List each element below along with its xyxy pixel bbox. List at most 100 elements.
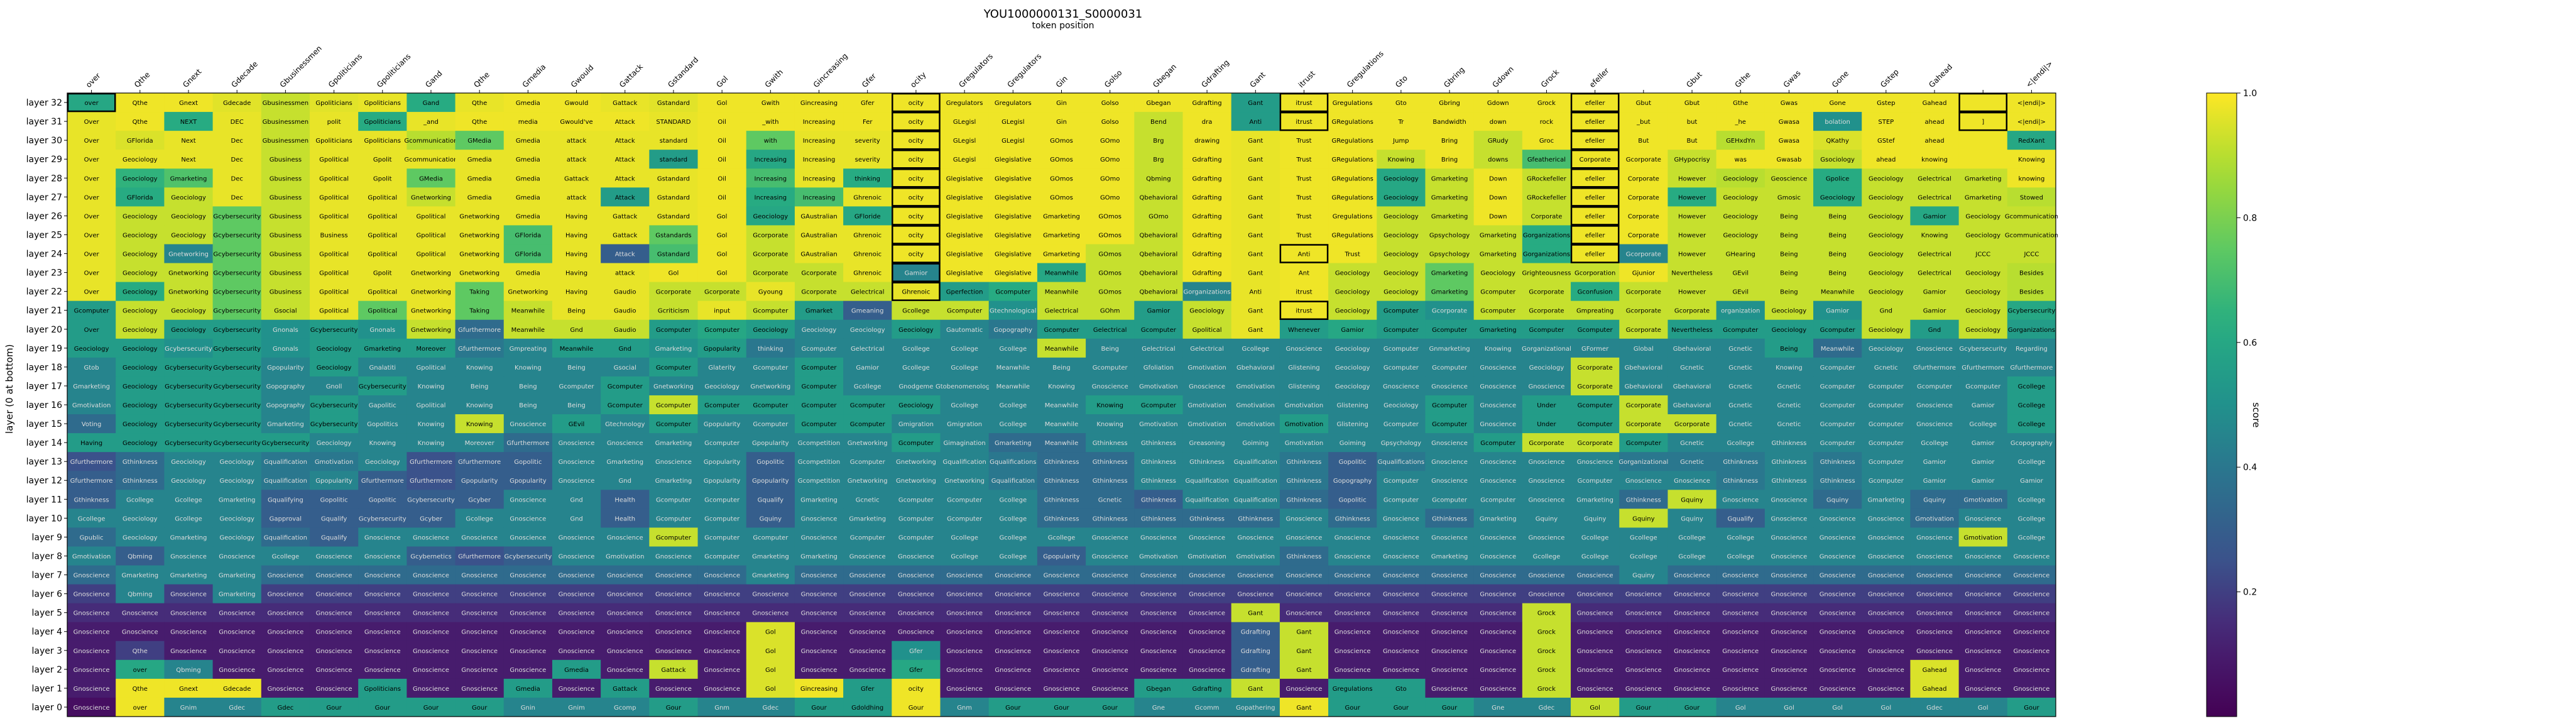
cell-token-label: Knowing — [369, 440, 396, 447]
heatmap-cell — [746, 319, 795, 339]
cell-token-label: Gcorporate — [1529, 289, 1564, 296]
heatmap-cell — [1182, 282, 1232, 302]
cell-token-label: over — [133, 667, 148, 674]
cell-token-label: Being — [567, 308, 585, 315]
cell-token-label: Gnoscience — [607, 629, 643, 636]
cell-token-label: Gnd — [570, 515, 582, 522]
heatmap-cell — [1522, 300, 1571, 321]
heatmap-cell — [697, 225, 747, 245]
cell-token-label: Gthinkness — [1772, 478, 1807, 485]
heatmap-cell — [1910, 112, 1960, 131]
heatmap-cell — [1910, 300, 1960, 321]
cell-token-label: Gnoscience — [1529, 459, 1565, 466]
cell-token-label: Gthinkness — [1141, 478, 1176, 485]
heatmap-cell — [1037, 131, 1086, 150]
cell-token-label: Gcomputer — [704, 553, 740, 560]
cell-token-label: Gnoscience — [219, 629, 255, 636]
cell-token-label: Gqualifications — [1378, 459, 1424, 466]
heatmap-cell — [212, 282, 262, 302]
x-tick-label: Gbring — [1442, 65, 1466, 89]
cell-token-label: Gnoscience — [849, 553, 886, 560]
cell-token-label: Gnoscience — [1722, 686, 1759, 693]
x-tick-label: Gwith — [763, 68, 785, 89]
cell-token-label: Gqualifying — [268, 497, 303, 503]
heatmap-cell — [552, 357, 601, 377]
heatmap-cell — [1813, 150, 1862, 169]
cell-token-label: Gol — [1832, 705, 1843, 712]
cell-token-label: Attack — [615, 194, 635, 201]
cell-token-label: Gattack — [613, 213, 637, 220]
heatmap-cell — [843, 187, 892, 207]
cell-token-label: Gnoscience — [316, 573, 352, 580]
cell-token-label: Gcnetic — [1680, 440, 1704, 447]
heatmap-cell — [1571, 357, 1620, 377]
cell-token-label: Gant — [1248, 251, 1263, 258]
cell-token-label: Gpolitical — [368, 194, 397, 201]
cell-token-label: Knowing — [418, 440, 445, 447]
cell-token-label: Gmarketing — [170, 534, 207, 541]
cell-token-label: Knowing — [418, 421, 445, 428]
cell-token-label: Gpolitical — [319, 194, 349, 201]
cell-token-label: Gqualification — [1234, 478, 1277, 485]
heatmap-cell — [794, 112, 844, 131]
cell-token-label: Gpolitical — [368, 308, 397, 315]
cell-token-label: Gregulations — [1333, 100, 1373, 107]
cell-token-label: Gcompetition — [798, 478, 840, 485]
cell-token-label: Gamior — [1923, 478, 1947, 485]
heatmap-cell — [261, 338, 310, 358]
cell-token-label: Gour — [1345, 705, 1361, 712]
cell-token-label: Gmotivation — [72, 402, 111, 409]
heatmap-cell — [552, 282, 601, 302]
cell-token-label: Gcorporate — [656, 289, 691, 296]
cell-token-label: Gnoscience — [74, 705, 110, 712]
heatmap-cell — [746, 150, 795, 169]
heatmap-cell — [164, 112, 214, 131]
cell-token-label: Gnoscience — [2013, 629, 2049, 636]
cell-token-label: Gpolitical — [319, 157, 349, 163]
cell-token-label: Gnoscience — [1674, 478, 1710, 485]
cell-token-label: Gcollege — [2018, 497, 2046, 503]
heatmap-cell — [697, 168, 747, 188]
heatmap-cell — [1667, 112, 1717, 131]
cell-token-label: Gbusinessmen — [263, 100, 309, 107]
heatmap-cell — [455, 112, 505, 131]
cell-token-label: Gmarketing — [219, 573, 256, 580]
heatmap-cell — [601, 244, 650, 264]
heatmap-cell — [892, 168, 941, 188]
cell-token-label: efeller — [1585, 213, 1606, 220]
cell-token-label: Gstandard — [657, 194, 690, 201]
cell-token-label: Gnetworking — [896, 478, 936, 485]
x-tick-label: Gwas — [1782, 69, 1803, 89]
heatmap-cell — [1037, 357, 1086, 377]
heatmap-cell — [1425, 282, 1475, 302]
colorbar-tick-label: 0.4 — [2243, 463, 2257, 473]
heatmap-cell — [1279, 244, 1329, 264]
cell-token-label: Gnoscience — [267, 648, 303, 655]
cell-token-label: Gopolitic — [1339, 459, 1367, 466]
cell-token-label: Gnoscience — [510, 591, 546, 598]
cell-token-label: Gquiny — [1632, 573, 1655, 580]
cell-token-label: Gqualification — [943, 459, 986, 466]
cell-token-label: Gahead — [1923, 667, 1947, 674]
cell-token-label: Bring — [1441, 157, 1458, 163]
cell-token-label: Gnoscience — [1286, 686, 1323, 693]
cell-token-label: ahead — [1924, 138, 1944, 145]
cell-token-label: Geociology — [123, 213, 158, 220]
heatmap-cell — [940, 131, 990, 150]
heatmap-cell — [552, 244, 601, 264]
cell-token-label: Gnoscience — [1771, 629, 1808, 636]
cell-token-label: Gquiny — [1632, 515, 1655, 522]
cell-token-label: Gnoscience — [1529, 573, 1565, 580]
cell-token-label: Gamior — [1826, 308, 1850, 315]
cell-token-label: GOmos — [1050, 175, 1073, 182]
cell-token-label: Dec — [231, 175, 243, 182]
cell-token-label: ocity — [909, 175, 924, 182]
heatmap-cell — [67, 376, 116, 396]
cell-token-label: Gnoscience — [461, 534, 498, 541]
cell-token-label: Gnoscience — [1868, 534, 1904, 541]
cell-token-label: Dec — [231, 138, 243, 145]
heatmap-cell — [1958, 131, 2008, 150]
cell-token-label: Gorganizations — [1184, 289, 1231, 296]
cell-token-label: Gcomputer — [1480, 308, 1516, 315]
cell-token-label: GStef — [1877, 138, 1895, 145]
